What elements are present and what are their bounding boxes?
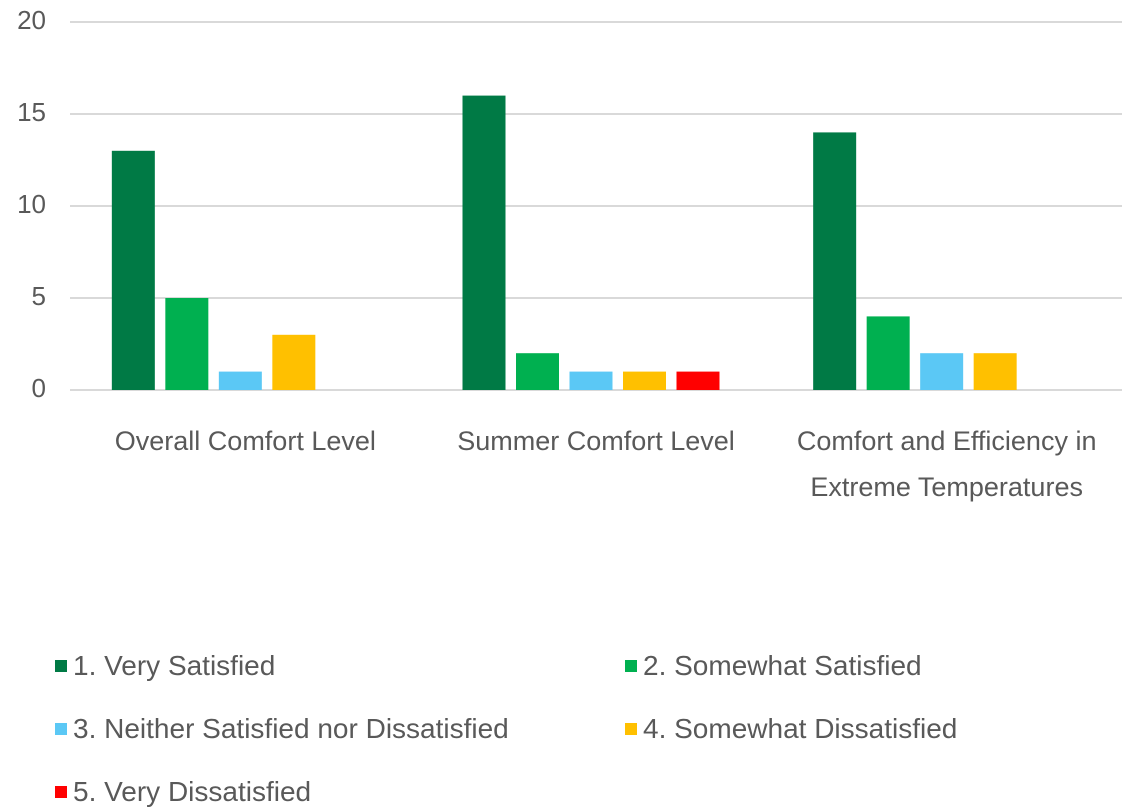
bar	[813, 132, 857, 390]
bar	[676, 371, 720, 390]
bar	[920, 353, 964, 390]
legend-label: 5. Very Dissatisfied	[73, 776, 312, 807]
y-tick-label: 10	[17, 189, 46, 219]
bar	[516, 353, 559, 390]
bar	[462, 95, 506, 390]
y-tick-label: 20	[17, 5, 46, 35]
legend-swatch	[55, 660, 67, 672]
legend-swatch	[625, 723, 637, 735]
legend-swatch	[55, 723, 67, 735]
legend-label: 2. Somewhat Satisfied	[643, 650, 922, 681]
bar	[866, 316, 910, 390]
bar	[569, 371, 613, 390]
legend-label: 4. Somewhat Dissatisfied	[643, 713, 958, 744]
legend-item: 2. Somewhat Satisfied	[625, 650, 922, 682]
bar	[272, 334, 316, 390]
x-tick-label: Comfort and Efficiency in Extreme Temper…	[796, 426, 1097, 502]
y-tick-label: 15	[17, 97, 46, 127]
bar	[111, 150, 155, 390]
y-tick-label: 0	[32, 373, 46, 403]
x-tick-label: Overall Comfort Level	[114, 426, 376, 456]
bar	[623, 371, 666, 390]
legend-label: 1. Very Satisfied	[73, 650, 276, 681]
legend-item: 1. Very Satisfied	[55, 650, 275, 682]
bar	[218, 371, 262, 390]
x-tick-label: Summer Comfort Level	[457, 426, 735, 456]
legend-swatch	[55, 786, 67, 798]
legend-swatch	[625, 660, 637, 672]
legend-item: 5. Very Dissatisfied	[55, 776, 311, 808]
y-tick-label: 5	[32, 281, 46, 311]
legend-item: 3. Neither Satisfied nor Dissatisfied	[55, 713, 509, 745]
bar	[973, 353, 1017, 390]
legend-item: 4. Somewhat Dissatisfied	[625, 713, 957, 745]
legend-label: 3. Neither Satisfied nor Dissatisfied	[73, 713, 509, 744]
bar	[165, 298, 209, 390]
